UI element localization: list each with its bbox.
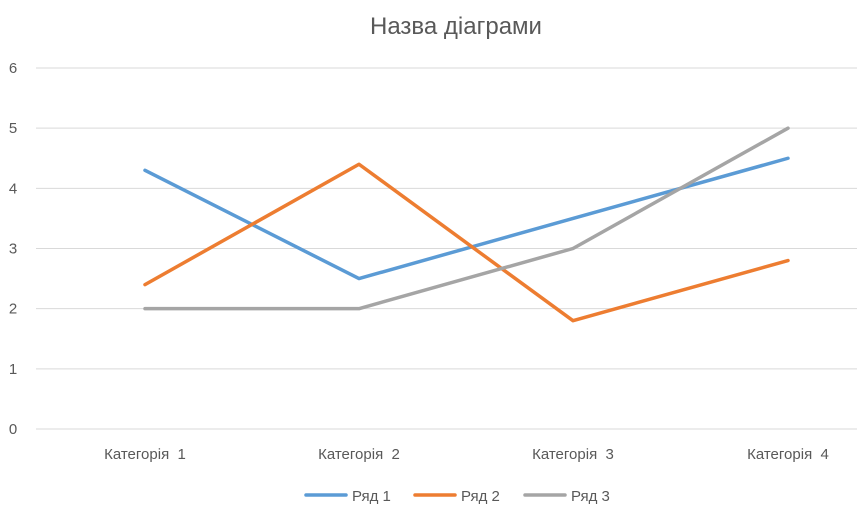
series-line-1 xyxy=(143,156,790,281)
y-tick-label-3: 3 xyxy=(9,241,17,258)
x-tick-label-1: Категорія 2 xyxy=(318,446,400,463)
legend-label-3: Ряд 3 xyxy=(571,488,610,505)
y-tick-label-4: 4 xyxy=(9,180,17,197)
series-line-3 xyxy=(143,126,790,311)
x-tick-label-3: Категорія 4 xyxy=(747,446,829,463)
x-tick-label-0: Категорія 1 xyxy=(104,446,186,463)
chart-title: Назва діаграми xyxy=(370,13,542,40)
legend-label-1: Ряд 1 xyxy=(352,488,391,505)
x-axis-tick-labels: Категорія 1 Категорія 2 Категорія 3 Категор… xyxy=(104,446,829,463)
y-tick-label-6: 6 xyxy=(9,60,17,77)
y-tick-label-1: 1 xyxy=(9,361,17,378)
y-tick-label-2: 2 xyxy=(9,301,17,318)
legend: Ряд 1 Ряд 2 Ряд 3 xyxy=(304,488,610,505)
grid-lines xyxy=(36,67,857,430)
y-tick-label-0: 0 xyxy=(9,421,17,438)
y-tick-label-5: 5 xyxy=(9,120,17,137)
legend-label-2: Ряд 2 xyxy=(461,488,500,505)
y-axis-tick-labels: 0 1 2 3 4 5 6 xyxy=(9,60,17,438)
x-tick-label-2: Категорія 3 xyxy=(532,446,614,463)
series-lines xyxy=(143,126,790,323)
series-line-2 xyxy=(143,162,790,323)
